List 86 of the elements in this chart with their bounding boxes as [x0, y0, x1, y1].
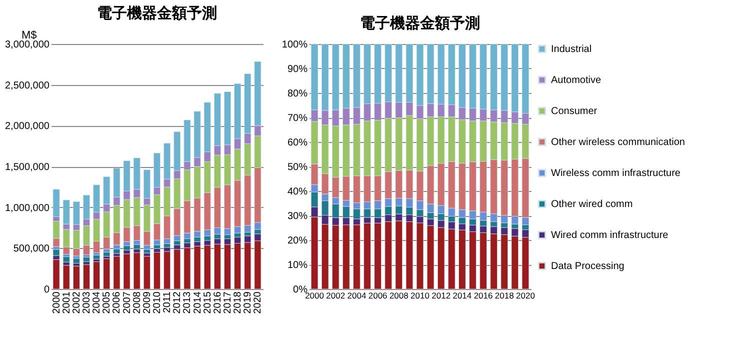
x-tick-label: 2020	[252, 291, 264, 314]
bar	[52, 249, 60, 256]
x-tick-label: 2002	[71, 291, 82, 314]
y-tick-label: 100%	[282, 40, 308, 50]
bar	[103, 258, 110, 290]
y-axis-title: M$	[22, 30, 37, 42]
y-tick-label: 40%	[287, 186, 308, 198]
x-tick-label: 2014	[452, 290, 472, 300]
bar	[72, 258, 80, 264]
bar	[154, 244, 160, 249]
y-tick-label: 20%	[287, 236, 308, 246]
bar	[133, 244, 140, 250]
y-tick-label: 0	[44, 284, 50, 296]
x-tick-label: 2007	[122, 291, 133, 314]
x-tick-label: 2016	[212, 291, 224, 314]
bar	[83, 256, 90, 262]
y-tick-label: 80%	[287, 88, 308, 100]
x-tick-label: 2013	[182, 291, 194, 314]
bar	[113, 256, 120, 290]
x-tick-label: 2011	[162, 291, 174, 314]
bar	[83, 264, 90, 290]
y-tick-label: 60%	[287, 138, 308, 148]
bar	[62, 256, 70, 262]
x-tick-label: 2002	[326, 290, 346, 300]
x-tick-label: 2015	[202, 291, 214, 314]
legend-label: Data Processing	[551, 261, 624, 272]
y-tick-label: 90%	[287, 64, 308, 75]
x-tick-label: 2010	[410, 290, 430, 300]
y-tick-label: 0%	[293, 284, 308, 296]
x-tick-label: 2009	[142, 291, 153, 314]
legend-label: Other wireless communication	[551, 137, 685, 148]
y-tick-label: 3,000,000	[5, 40, 50, 50]
x-tick-label: 2004	[92, 291, 103, 314]
x-tick-label: 2018	[232, 291, 244, 314]
y-tick-label: 70%	[287, 113, 308, 124]
x-tick-label: 2017	[222, 291, 234, 314]
bar	[123, 246, 130, 250]
y-tick-label: 2,500,000	[5, 80, 50, 92]
x-tick-label: 2006	[368, 290, 388, 300]
bar	[154, 252, 160, 290]
bar	[143, 256, 150, 290]
x-tick-label: 2016	[474, 290, 493, 300]
x-tick-label: 2008	[389, 290, 409, 300]
y-tick-label: 2,000,000	[5, 121, 50, 132]
bar	[123, 254, 130, 290]
x-tick-label: 2012	[432, 290, 451, 300]
x-tick-label: 2019	[242, 291, 254, 314]
bar	[93, 261, 100, 290]
y-tick-label: 500,000	[13, 244, 50, 255]
x-tick-label: 2014	[192, 291, 204, 314]
legend-label: Other wired comm	[551, 199, 633, 210]
bar	[72, 266, 80, 290]
legend-label: Wireless comm infrastructure	[551, 168, 681, 179]
x-tick-label: 2003	[82, 291, 92, 314]
y-tick-label: 10%	[287, 260, 308, 271]
x-tick-label: 2018	[494, 290, 514, 300]
bar	[133, 252, 140, 290]
chart-title: 電子機器金額予測	[97, 5, 217, 22]
x-tick-label: 2012	[172, 291, 184, 314]
x-tick-label: 2000	[51, 291, 62, 314]
y-tick-label: 1,500,000	[5, 162, 50, 173]
x-tick-label: 2020	[516, 290, 536, 300]
bar	[103, 252, 110, 257]
x-tick-label: 2008	[132, 291, 143, 314]
chart-title: 電子機器金額予測	[360, 15, 480, 32]
legend-label: Wired comm infrastructure	[551, 230, 669, 241]
bar	[62, 265, 70, 290]
bar	[113, 248, 120, 254]
x-tick-label: 2004	[347, 290, 366, 300]
y-tick-label: 1,000,000	[5, 202, 50, 214]
bar	[194, 246, 201, 290]
legend-label: Industrial	[551, 44, 592, 55]
x-tick-label: 2005	[102, 291, 113, 314]
legend-label: Automotive	[551, 75, 602, 86]
bar	[143, 249, 150, 254]
x-tick-label: 2006	[112, 291, 123, 314]
bar	[174, 249, 181, 290]
bar	[93, 254, 100, 260]
legend-label: Consumer	[551, 106, 598, 117]
bar	[52, 259, 60, 290]
y-tick-label: 30%	[287, 211, 308, 222]
x-tick-label: 2001	[61, 291, 72, 314]
y-tick-label: 50%	[287, 162, 308, 173]
bar	[164, 251, 171, 290]
x-tick-label: 2010	[152, 291, 163, 314]
x-tick-label: 2000	[305, 290, 324, 300]
